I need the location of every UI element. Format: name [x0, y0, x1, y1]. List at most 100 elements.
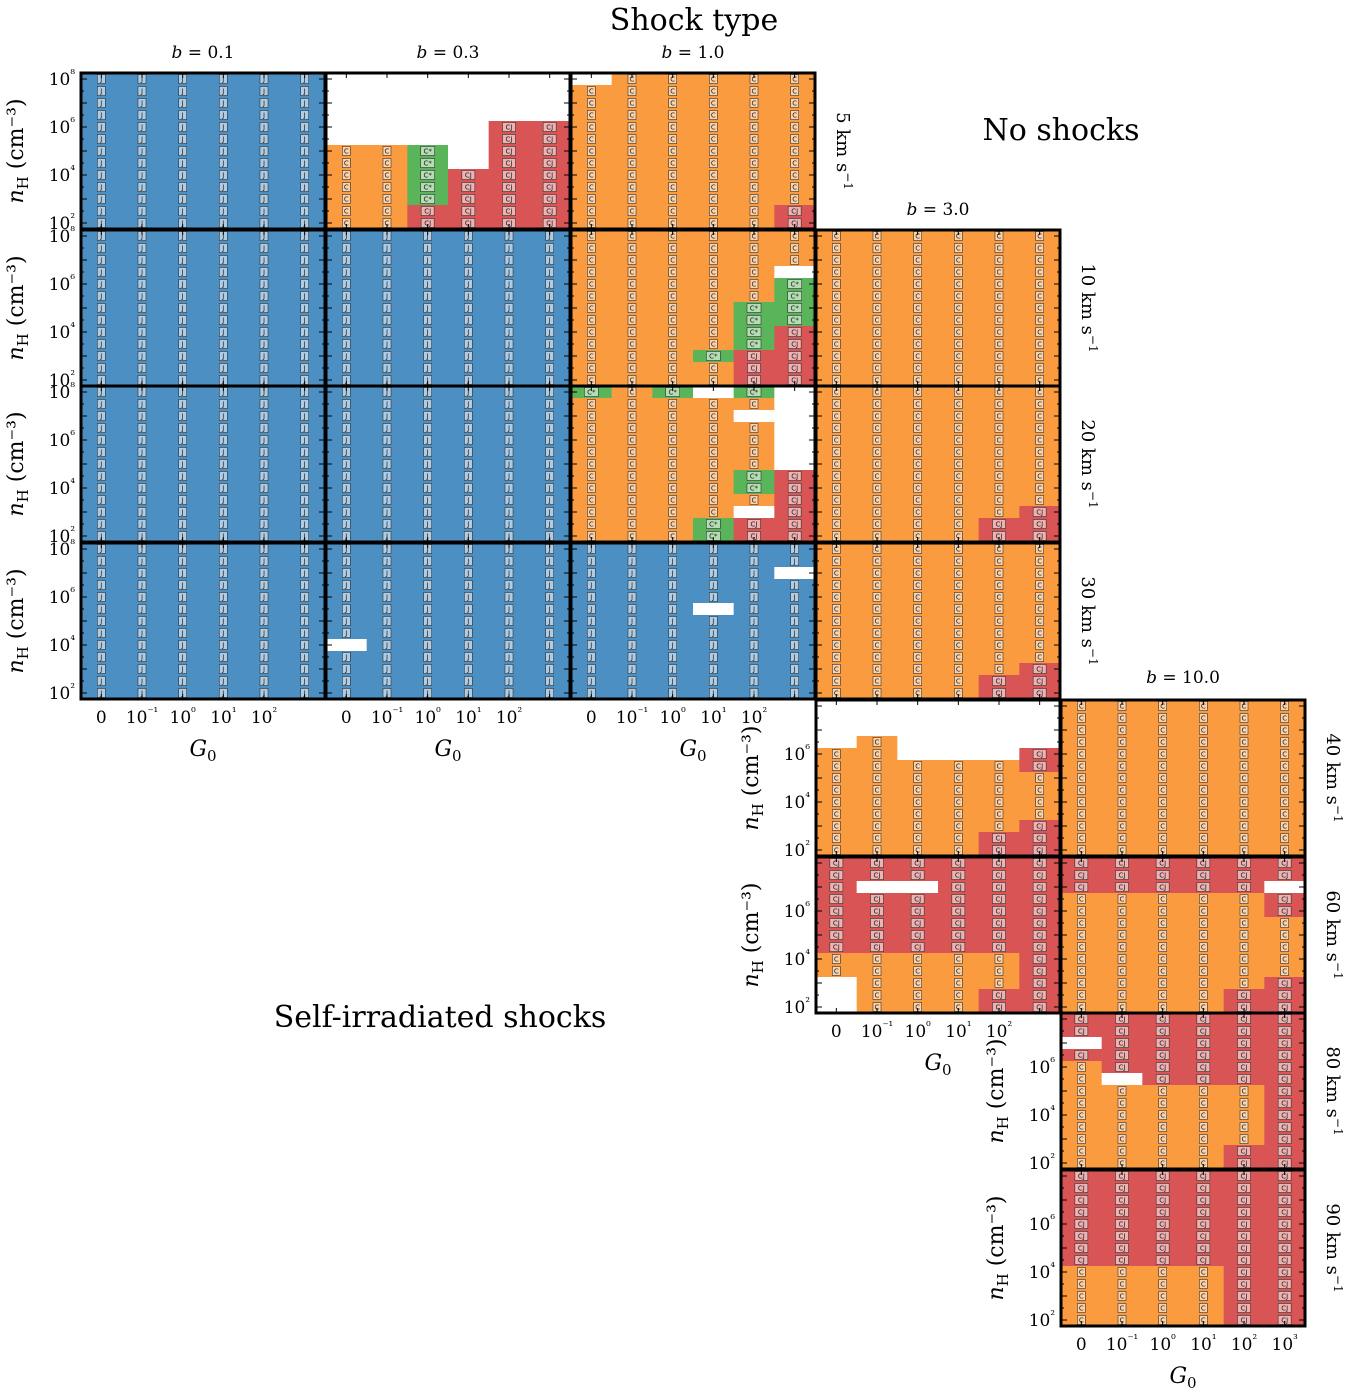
cell-marker-label: C — [1079, 944, 1084, 952]
cell-marker-label: C — [630, 305, 635, 313]
cell-marker-label: J — [548, 521, 551, 529]
cell-marker-label: J — [385, 305, 388, 313]
cell-marker-label: J — [262, 654, 265, 662]
cell-marker-box — [420, 146, 435, 156]
y-axis-label: nH (cm⁻³) — [4, 98, 32, 203]
cell-marker-label: C — [1242, 775, 1247, 783]
cell-marker-label: J — [548, 678, 551, 686]
cell-marker-label: J — [99, 449, 102, 457]
cell-marker-label: J — [671, 642, 674, 650]
cell-marker-label: C — [875, 305, 880, 313]
cell-marker-label: C — [670, 353, 675, 361]
cell-marker-box — [382, 194, 392, 204]
cell-marker-label: J — [99, 196, 102, 204]
cell-marker-label: J — [262, 666, 265, 674]
cell-marker-label: J — [181, 148, 184, 156]
cell-marker-label: J — [385, 281, 388, 289]
cell-marker-label: J — [221, 365, 224, 373]
cell-marker-label: C — [956, 485, 961, 493]
cell-marker-label: C — [1160, 1281, 1165, 1289]
cell-marker-label: CJ — [1036, 884, 1043, 892]
cell-marker-label: J — [140, 160, 143, 168]
cell-marker-label: J — [303, 485, 306, 493]
cell-marker-label: C — [834, 485, 839, 493]
cell-marker-label: J — [140, 413, 143, 421]
cell-marker-box — [259, 86, 269, 96]
cell-marker-label: C — [956, 437, 961, 445]
cell-marker-label: J — [303, 509, 306, 517]
cell-marker-label: J — [262, 148, 265, 156]
cell-marker-label: J — [221, 401, 224, 409]
cell-marker-label: J — [466, 642, 469, 650]
cell-marker-label: J — [303, 594, 306, 602]
cell-marker-box — [219, 182, 228, 192]
cell-marker-label: C — [875, 329, 880, 337]
cell-marker-label: C — [589, 485, 594, 493]
cell-marker-label: C — [1201, 775, 1206, 783]
cell-marker-label: J — [344, 437, 347, 445]
cell-marker-label: J — [99, 401, 102, 409]
cell-marker-label: J — [303, 449, 306, 457]
cell-marker-label: J — [548, 618, 551, 626]
cell-marker-label: J — [262, 281, 265, 289]
cell-marker-label: CJ — [1281, 908, 1288, 916]
cell-marker-label: C — [711, 76, 716, 84]
cell-marker-label: CJ — [955, 884, 962, 892]
cell-marker-label: CJ — [1281, 1221, 1288, 1229]
cell-marker-label: J — [99, 160, 102, 168]
cell-marker-label: C* — [423, 148, 432, 156]
cell-marker-label: C — [956, 521, 961, 529]
cell-marker-box — [668, 110, 677, 120]
cell-marker-label: C — [630, 208, 635, 216]
cell-marker-label: CJ — [955, 932, 962, 940]
cell-marker-label: C — [1120, 1112, 1125, 1120]
cell-marker-label: C — [997, 811, 1002, 819]
y-tick-label: 10⁴ — [49, 320, 76, 343]
cell-marker-label: CJ — [1241, 1293, 1248, 1301]
cell-marker-label: J — [99, 269, 102, 277]
cell-marker-label: C — [1120, 1088, 1125, 1096]
cell-marker-label: C — [834, 461, 839, 469]
heatmap-cell — [407, 97, 449, 110]
cell-marker-label: J — [181, 594, 184, 602]
velocity-label: 90 km s−1 — [1322, 1203, 1345, 1292]
cell-marker-label: C — [1120, 908, 1125, 916]
cell-marker-label: CJ — [1281, 992, 1288, 1000]
cell-marker-label: C — [915, 956, 920, 964]
cell-marker-label: C — [834, 835, 839, 843]
cell-marker-box — [709, 158, 718, 168]
cell-marker-label: C — [956, 413, 961, 421]
cell-marker-box — [137, 98, 147, 108]
cell-marker-label: C — [711, 100, 716, 108]
cell-marker-label: CJ — [914, 932, 921, 940]
cell-marker-label: J — [99, 293, 102, 301]
cell-marker-label: J — [303, 124, 306, 132]
cell-marker-label: C — [1037, 341, 1042, 349]
cell-marker-label: J — [344, 461, 347, 469]
cell-marker-label: C — [915, 642, 920, 650]
cell-marker-label: C — [792, 196, 797, 204]
cell-marker-label: CJ — [914, 920, 921, 928]
chart-title: Shock type — [610, 3, 778, 38]
cell-marker-box — [300, 122, 309, 132]
cell-marker-box — [178, 110, 187, 120]
heatmap-cell — [816, 989, 858, 1002]
cell-marker-label: J — [344, 245, 347, 253]
cell-marker-label: J — [221, 257, 224, 265]
cell-marker-label: C* — [709, 521, 718, 529]
cell-marker-label: J — [426, 618, 429, 626]
cell-marker-label: C — [630, 341, 635, 349]
cell-marker-label: C — [956, 449, 961, 457]
cell-marker-label: C — [711, 160, 716, 168]
cell-marker-label: C — [752, 269, 757, 277]
cell-marker-label: J — [344, 594, 347, 602]
heatmap-cell — [897, 724, 939, 737]
heatmap-cell — [529, 85, 571, 98]
cell-marker-label: C — [711, 485, 716, 493]
cell-marker-label: C — [1242, 1088, 1247, 1096]
cell-marker-box — [709, 134, 718, 144]
cell-marker-label: CJ — [1119, 1040, 1126, 1048]
cell-marker-label: J — [344, 413, 347, 421]
cell-marker-label: J — [99, 558, 102, 566]
cell-marker-label: CJ — [1119, 1028, 1126, 1036]
